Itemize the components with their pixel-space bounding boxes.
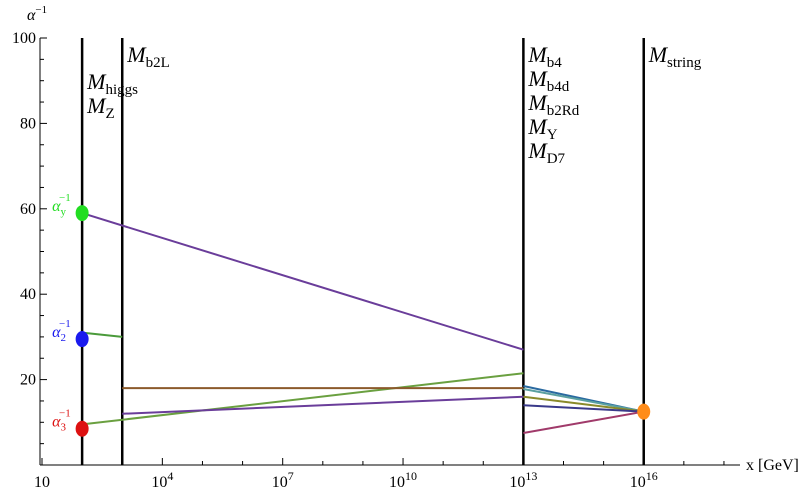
coupling-point [75, 205, 89, 222]
scale-label-sub: Y [547, 127, 558, 143]
scale-label: Mb4 [527, 42, 562, 71]
y-tick-label: 20 [20, 372, 36, 389]
series-line [81, 331, 123, 338]
coupling-label-main: α [52, 414, 61, 431]
coupling-point [637, 403, 651, 420]
y-axis-label-sup: −1 [35, 4, 47, 16]
y-axis-label-main: α [27, 7, 36, 24]
coupling-label-sup: −1 [59, 408, 71, 420]
scale-label-sub: string [667, 55, 702, 71]
x-tick-label: 104 [151, 469, 173, 491]
x-tick-base: 10 [272, 474, 288, 491]
x-tick-base: 10 [389, 474, 405, 491]
scale-label-main: M [527, 114, 548, 139]
scale-label-sub: b2Rd [547, 103, 580, 119]
y-tick-label: 40 [20, 286, 36, 303]
scale-label: MZ [86, 93, 115, 122]
x-tick-exponent: 13 [525, 469, 537, 483]
scale-label-sub: b4 [547, 55, 563, 71]
y-axis-label: α−1 [27, 4, 47, 24]
coupling-points: αy−1α2−1α3−1 [52, 192, 651, 437]
series-line [81, 372, 524, 426]
series-line [523, 388, 644, 413]
scale-label-main: M [527, 42, 548, 67]
coupling-label: α2 −1 [52, 318, 71, 344]
scale-label-main: M [648, 42, 669, 67]
x-tick-label: 1016 [630, 469, 658, 491]
scale-label: Mb2Rd [527, 90, 579, 119]
x-tick-base: 10 [630, 474, 646, 491]
scale-label-main: M [126, 42, 147, 67]
scale-label-main: M [527, 66, 548, 91]
x-tick-exponent: 4 [167, 469, 173, 483]
x-axis-label: x [GeV] [746, 457, 799, 474]
series-line [122, 395, 524, 415]
coupling-label-sup: −1 [59, 318, 71, 330]
coupling-label-sub: 3 [61, 422, 67, 434]
x-tick-label: 107 [272, 469, 294, 491]
series-lines [81, 212, 644, 434]
coupling-label-sup: −1 [59, 192, 71, 204]
scale-label: Mb2L [126, 42, 170, 71]
x-tick-label: 1010 [389, 469, 417, 491]
scale-label-main: M [86, 93, 107, 118]
scale-lines: MhiggsMZMb2LMb4Mb4dMb2RdMYMD7Mstring [80, 38, 702, 465]
coupling-label-main: α [52, 198, 61, 215]
coupling-label-main: α [52, 324, 61, 341]
x-tick-base: 10 [34, 474, 50, 491]
scale-label-main: M [86, 69, 107, 94]
scale-label-main: M [527, 138, 548, 163]
scale-label: MY [527, 114, 557, 143]
scale-label: Mb4d [527, 66, 569, 95]
coupling-point [75, 420, 89, 437]
scale-label: Mstring [648, 42, 702, 71]
series-line [523, 410, 644, 434]
scale-label-sub: Z [105, 106, 114, 122]
series-line [81, 212, 524, 351]
x-tick-exponent: 16 [646, 469, 658, 483]
series-line [523, 395, 644, 413]
scale-label-sub: b2L [146, 55, 170, 71]
x-tick-base: 10 [509, 474, 525, 491]
coupling-label-sub: y [61, 206, 67, 218]
scale-label-main: M [527, 90, 548, 115]
x-tick-label: 1013 [509, 469, 537, 491]
y-tick-label: 60 [20, 201, 36, 218]
coupling-label: α3 −1 [52, 408, 71, 434]
scale-label-sub: D7 [547, 151, 566, 167]
series-line [523, 404, 644, 413]
x-tick-exponent: 7 [288, 469, 294, 483]
x-tick-base: 10 [151, 474, 167, 491]
coupling-label: αy −1 [52, 192, 71, 218]
x-tick-exponent: 10 [405, 469, 417, 483]
y-tick-label: 100 [12, 30, 36, 47]
scale-label: MD7 [527, 138, 565, 167]
x-tick-label: 10 [34, 474, 50, 491]
y-tick-label: 80 [20, 115, 36, 132]
scale-label-sub: b4d [547, 79, 570, 95]
coupling-label-sub: 2 [61, 332, 67, 344]
coupling-point [75, 331, 89, 348]
